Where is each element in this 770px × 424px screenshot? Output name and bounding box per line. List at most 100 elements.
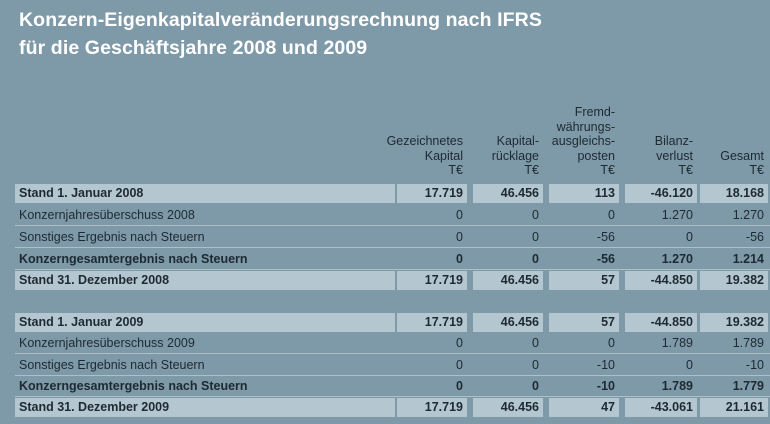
cell-fremdwaehrungsausgleichsposten: -10 [596,358,615,372]
cell-bilanzverlust: -43.061 [625,398,697,417]
cell-fremdwaehrungsausgleichsposten: -56 [596,252,615,266]
cell-bilanzverlust: -44.850 [625,313,697,332]
column-header-line: Kapital- [496,134,539,149]
table-row: Konzernjahresüberschuss 2009 0 0 0 1.789 1.78… [0,332,770,354]
cell-fremdwaehrungsausgleichsposten: -56 [596,230,615,244]
row-label: Konzernjahresüberschuss 2009 [19,336,195,350]
cell-kapitalruecklage: 0 [532,230,539,244]
cell-bilanzverlust: 0 [686,358,693,372]
column-header-kapitalruecklage: Kapital-rücklage T€ [439,104,539,178]
cell-gesamt: 19.382 [700,313,768,332]
column-header-line: Kapital [424,148,463,163]
cell-bilanzverlust: 1.789 [661,336,693,350]
cell-gezeichnetes-kapital: 0 [456,230,463,244]
row-divider [15,353,770,354]
row-label: Sonstiges Ergebnis nach Steuern [19,230,205,244]
column-header-line: Gezeichnetes [386,134,463,149]
title-line-1: Konzern-Eigenkapitalveränderungsrechnung… [19,9,542,31]
cell-gesamt: 1.214 [732,252,764,266]
column-header-line: Bilanz- [654,134,693,149]
cell-fremdwaehrungsausgleichsposten: -10 [596,379,615,393]
cell-gesamt: -56 [745,230,764,244]
cell-kapitalruecklage: 0 [532,252,539,266]
table-row: Konzerngesamtergebnis nach Steuern 0 0 -56 1… [0,248,770,270]
table-row: Sonstiges Ergebnis nach Steuern 0 0 -10 0 -10 [0,354,770,376]
cell-gezeichnetes-kapital: 17.719 [397,313,467,332]
row-label: Stand 1. Januar 2009 [15,313,395,332]
column-header-fremdwaehrungsausgleichsposten: Fremd-währungs-ausgleichs-posten T€ [515,104,615,178]
cell-kapitalruecklage: 46.456 [473,271,543,290]
column-header-line: T€ [600,163,615,178]
cell-gesamt: 1.789 [732,336,764,350]
cell-fremdwaehrungsausgleichsposten: 0 [608,336,615,350]
table-row: Konzernjahresüberschuss 2008 0 0 0 1.270 1.27… [0,204,770,226]
cell-kapitalruecklage: 46.456 [473,398,543,417]
cell-gezeichnetes-kapital: 17.719 [397,184,467,203]
cell-kapitalruecklage: 0 [532,208,539,222]
cell-gezeichnetes-kapital: 0 [456,358,463,372]
column-header-line: währungs- [556,119,615,134]
table-row: Stand 31. Dezember 2009 17.719 46.456 47 -43… [0,396,770,418]
column-header-line: ausgleichs- [551,134,615,149]
cell-gesamt: -10 [745,358,764,372]
cell-fremdwaehrungsausgleichsposten: 113 [549,184,619,203]
row-divider [15,375,770,376]
table-row: Stand 1. Januar 2008 17.719 46.456 113 -46.1… [0,182,770,204]
column-header-line: T€ [524,163,539,178]
cell-bilanzverlust: -46.120 [625,184,697,203]
cell-bilanzverlust: 0 [686,230,693,244]
row-divider [15,396,770,397]
column-header-line: T€ [448,163,463,178]
column-header-line: verlust [656,148,693,163]
row-label: Stand 31. Dezember 2009 [15,398,395,417]
cell-gezeichnetes-kapital: 17.719 [397,398,467,417]
column-header-line: Gesamt [720,148,764,163]
column-header-line: posten [577,148,615,163]
table-row: Stand 1. Januar 2009 17.719 46.456 57 -44.85… [0,311,770,333]
cell-kapitalruecklage: 46.456 [473,313,543,332]
column-header-line: Fremd- [574,105,615,120]
row-label: Sonstiges Ergebnis nach Steuern [19,358,205,372]
cell-kapitalruecklage: 0 [532,358,539,372]
cell-fremdwaehrungsausgleichsposten: 0 [608,208,615,222]
cell-bilanzverlust: 1.270 [661,252,693,266]
column-header-line: T€ [678,163,693,178]
cell-gezeichnetes-kapital: 0 [456,379,463,393]
cell-fremdwaehrungsausgleichsposten: 47 [549,398,619,417]
cell-bilanzverlust: 1.789 [661,379,693,393]
row-label: Stand 1. Januar 2008 [15,184,395,203]
column-header-gesamt: Gesamt T€ [664,104,764,178]
cell-gezeichnetes-kapital: 17.719 [397,271,467,290]
table-row: Stand 31. Dezember 2008 17.719 46.456 57 -44… [0,269,770,291]
row-divider [15,247,770,248]
row-divider [15,269,770,270]
report-title: Konzern-Eigenkapitalveränderungsrechnung… [19,6,542,62]
table-row: Sonstiges Ergebnis nach Steuern 0 0 -56 0 -56 [0,226,770,248]
row-label: Stand 31. Dezember 2008 [15,271,395,290]
cell-gesamt: 1.779 [732,379,764,393]
cell-gezeichnetes-kapital: 0 [456,252,463,266]
cell-gesamt: 18.168 [700,184,768,203]
column-header-line: T€ [749,163,764,178]
table-row: Konzerngesamtergebnis nach Steuern 0 0 -10 1… [0,375,770,397]
cell-gesamt: 1.270 [732,208,764,222]
cell-gezeichnetes-kapital: 0 [456,208,463,222]
cell-bilanzverlust: 1.270 [661,208,693,222]
cell-fremdwaehrungsausgleichsposten: 57 [549,313,619,332]
title-line-2: für die Geschäftsjahre 2008 und 2009 [19,37,368,59]
row-label: Konzerngesamtergebnis nach Steuern [19,252,248,266]
cell-kapitalruecklage: 0 [532,336,539,350]
row-label: Konzerngesamtergebnis nach Steuern [19,379,248,393]
column-header-gezeichnetes-kapital: Gezeichnetes Kapital T€ [363,104,463,178]
cell-fremdwaehrungsausgleichsposten: 57 [549,271,619,290]
row-divider [15,225,770,226]
column-header-line: rücklage [491,148,539,163]
row-label: Konzernjahresüberschuss 2008 [19,208,195,222]
column-header-bilanzverlust: Bilanz-verlust T€ [593,104,693,178]
cell-kapitalruecklage: 0 [532,379,539,393]
cell-gezeichnetes-kapital: 0 [456,336,463,350]
cell-bilanzverlust: -44.850 [625,271,697,290]
cell-gesamt: 19.382 [700,271,768,290]
cell-kapitalruecklage: 46.456 [473,184,543,203]
cell-gesamt: 21.161 [700,398,768,417]
